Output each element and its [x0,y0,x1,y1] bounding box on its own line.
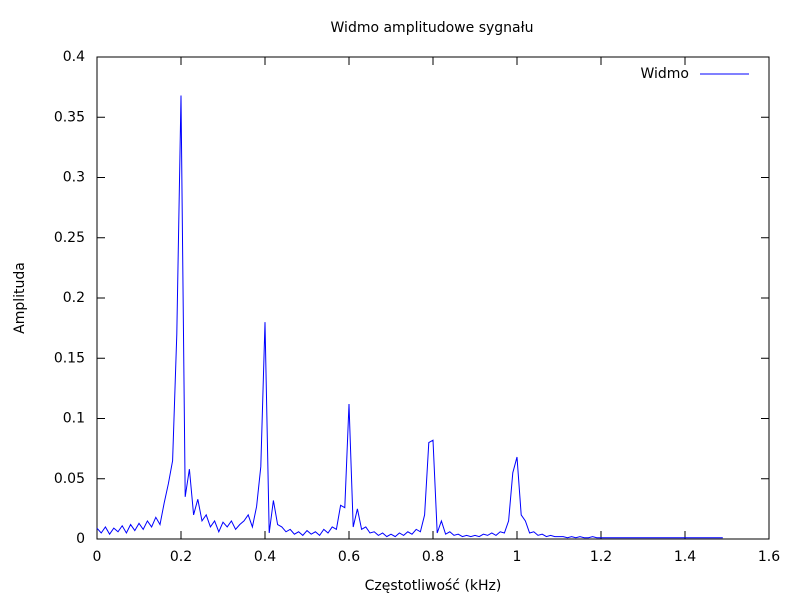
y-tick-label: 0.3 [63,170,85,186]
x-axis-label: Częstotliwość (kHz) [365,578,502,594]
series-line [96,95,723,539]
x-tick-label: 1.4 [674,549,696,565]
y-axis-label: Amplituda [12,262,28,334]
chart-title: Widmo amplitudowe sygnału [331,20,534,36]
y-tick-label: 0.1 [63,411,85,427]
x-tick-label: 0.8 [422,549,444,565]
y-tick-label: 0 [76,531,85,547]
x-tick-label: 1.6 [758,549,780,565]
y-tick-label: 0.35 [54,109,85,125]
y-tick-label: 0.2 [63,290,85,306]
y-tick-label: 0.25 [54,230,85,246]
x-tick-label: 1.2 [590,549,612,565]
x-tick-label: 0 [93,549,102,565]
x-tick-label: 1 [513,549,522,565]
legend-label: Widmo [640,66,689,82]
y-tick-label: 0.15 [54,350,85,366]
y-tick-label: 0.4 [63,49,85,65]
y-tick-label: 0.05 [54,471,85,487]
x-tick-label: 0.2 [170,549,192,565]
x-tick-label: 0.4 [254,549,276,565]
x-tick-label: 0.6 [338,549,360,565]
